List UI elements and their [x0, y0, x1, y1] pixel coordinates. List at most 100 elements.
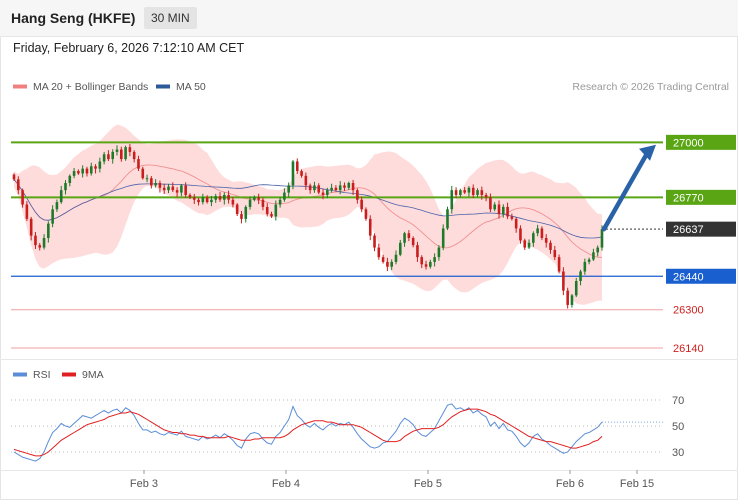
candle	[549, 242, 552, 250]
candle	[158, 183, 162, 188]
level-tag	[666, 221, 736, 237]
candle	[356, 190, 359, 200]
candle	[300, 171, 303, 176]
candle	[29, 218, 33, 236]
candle	[124, 147, 127, 160]
candle	[184, 185, 187, 195]
candle	[540, 228, 544, 239]
level-tag	[666, 134, 736, 150]
candle	[600, 229, 604, 248]
candle	[351, 183, 355, 191]
x-tick-label: Feb 4	[272, 478, 300, 490]
candle	[441, 228, 445, 248]
candle	[360, 199, 363, 210]
candle	[463, 190, 466, 193]
candle	[579, 271, 582, 282]
candle	[429, 261, 432, 267]
candle	[321, 192, 325, 195]
candle	[394, 254, 398, 262]
rsi-tick-label: 70	[672, 395, 684, 407]
candle	[390, 261, 393, 267]
candle	[77, 171, 80, 174]
candle	[398, 242, 402, 255]
chart-timestamp: Friday, February 6, 2026 7:12:10 AM CET	[13, 41, 245, 55]
candle	[304, 175, 308, 186]
candle	[270, 214, 273, 217]
legend-label: 9MA	[82, 369, 104, 381]
candle	[287, 185, 290, 193]
level-label: 26770	[673, 192, 704, 204]
candle	[201, 197, 205, 203]
candle	[596, 247, 600, 253]
candle	[407, 233, 411, 239]
candle	[506, 206, 509, 217]
instrument-title: Hang Seng (HKFE)	[11, 10, 136, 26]
candle	[459, 190, 462, 195]
candle	[55, 202, 59, 210]
candle	[240, 214, 243, 219]
rsi-tick-label: 30	[672, 447, 684, 459]
candle	[210, 199, 213, 203]
forecast-arrow	[601, 149, 651, 232]
candle	[197, 199, 200, 203]
candle	[85, 168, 89, 174]
x-tick-label: Feb 3	[130, 478, 158, 490]
candle	[253, 197, 256, 200]
candle	[373, 235, 376, 248]
level-label: 26300	[673, 305, 704, 317]
candle	[291, 161, 295, 186]
candle	[566, 290, 569, 305]
candle	[480, 190, 484, 195]
legend-label: MA 50	[176, 81, 206, 93]
candle	[364, 209, 368, 219]
candle	[205, 197, 209, 203]
legend-swatch	[13, 84, 27, 89]
candle	[532, 233, 535, 243]
candle	[16, 179, 20, 191]
level-tag	[666, 189, 736, 205]
candle	[265, 206, 269, 215]
candle	[497, 204, 501, 215]
x-tick-label: Feb 15	[620, 478, 654, 490]
candle	[34, 235, 37, 246]
candle	[592, 252, 595, 260]
x-tick-label: Feb 6	[556, 478, 584, 490]
candle	[278, 199, 282, 205]
candle	[72, 171, 76, 176]
candle	[64, 183, 67, 191]
candle	[368, 218, 372, 236]
candle	[420, 257, 424, 265]
candle	[68, 175, 72, 184]
rsi-line	[13, 403, 603, 462]
candle	[21, 190, 24, 205]
candle	[377, 247, 381, 258]
legend-label: MA 20 + Bollinger Bands	[33, 81, 148, 93]
candle	[180, 185, 183, 193]
candle	[570, 295, 574, 305]
ma50-line	[13, 179, 603, 239]
candle	[192, 197, 196, 200]
candle	[557, 257, 561, 272]
rsi-tick-label: 50	[672, 421, 684, 433]
candle	[128, 147, 132, 152]
candle	[261, 199, 265, 207]
candle	[338, 185, 342, 191]
candle	[162, 187, 166, 191]
candle	[244, 206, 248, 219]
candle	[175, 190, 179, 193]
candle	[154, 183, 157, 186]
candle	[347, 183, 351, 188]
candle	[330, 187, 333, 191]
candle	[51, 209, 54, 224]
candle	[381, 257, 385, 262]
x-tick-label: Feb 5	[414, 478, 442, 490]
candle	[386, 261, 389, 267]
candle	[416, 245, 419, 258]
candle	[536, 228, 539, 234]
credit-text: Research © 2026 Trading Central	[572, 81, 729, 93]
rsi-ma-line	[13, 408, 603, 457]
timeframe-badge[interactable]: 30 MIN	[144, 7, 197, 29]
candle	[510, 216, 514, 219]
candle	[102, 154, 106, 162]
